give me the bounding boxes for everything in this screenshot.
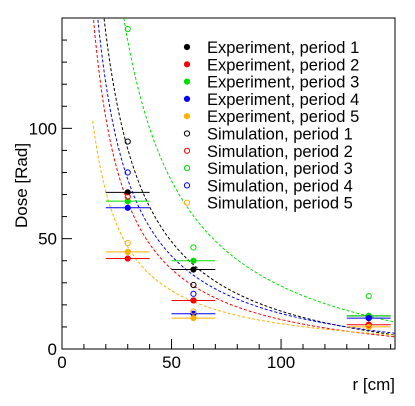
x-axis-label: r [cm] xyxy=(353,375,396,394)
simulation-point xyxy=(124,25,131,33)
axes: 0 50 100 0 50 100 xyxy=(29,17,392,372)
y-tick-label: 50 xyxy=(38,230,57,249)
legend-marker xyxy=(183,182,191,189)
x-tick-label: 100 xyxy=(267,353,295,372)
y-tick-label: 100 xyxy=(29,119,57,138)
experiment-point xyxy=(124,255,131,262)
fit-curves xyxy=(92,18,395,338)
experiment-point xyxy=(124,248,131,256)
simulation-point xyxy=(124,193,131,200)
legend-entry: Simulation, period 3 xyxy=(183,160,353,178)
legend-entry: Experiment, period 3 xyxy=(183,74,359,92)
legend-label: Simulation, period 4 xyxy=(207,177,353,195)
legend-entry: Experiment, period 1 xyxy=(183,39,359,57)
fit-curve xyxy=(92,18,395,338)
legend-label: Experiment, period 4 xyxy=(207,91,359,109)
experiment-point xyxy=(190,315,197,322)
legend-label: Experiment, period 1 xyxy=(207,39,359,57)
fit-curve xyxy=(97,18,395,334)
legend-entry: Simulation, period 2 xyxy=(183,143,353,161)
legend-entry: Experiment, period 5 xyxy=(183,108,359,126)
simulation-point xyxy=(365,321,372,328)
legend-marker xyxy=(183,113,191,120)
legend-label: Simulation, period 5 xyxy=(207,195,353,213)
legend-marker xyxy=(183,95,191,103)
y-axis-label: Dose [Rad] xyxy=(12,143,31,228)
legend-label: Simulation, period 2 xyxy=(207,143,353,161)
legend-label: Experiment, period 2 xyxy=(207,56,359,74)
experiment-point xyxy=(190,266,197,273)
fit-curve xyxy=(92,120,395,336)
legend-marker xyxy=(183,130,191,137)
legend-entry: Simulation, period 1 xyxy=(183,126,353,144)
legend-label: Experiment, period 3 xyxy=(207,74,359,92)
legend-entry: Simulation, period 5 xyxy=(183,195,353,213)
legend-label: Experiment, period 5 xyxy=(207,108,359,126)
legend-marker xyxy=(183,147,191,154)
legend-marker xyxy=(183,61,191,68)
experiment-point xyxy=(190,257,197,264)
simulation-point xyxy=(124,169,131,176)
simulation-point xyxy=(365,315,372,322)
simulation-point xyxy=(365,292,372,300)
simulation-point xyxy=(190,281,197,289)
simulation-point xyxy=(365,323,372,331)
legend-entry: Simulation, period 4 xyxy=(183,177,353,195)
legend-marker xyxy=(183,199,191,206)
legend-label: Simulation, period 3 xyxy=(207,160,353,178)
data-markers xyxy=(124,25,372,331)
plot-frame xyxy=(61,17,396,350)
y-tick-label: 0 xyxy=(48,340,57,359)
experiment-point xyxy=(124,198,131,205)
legend-label: Simulation, period 1 xyxy=(207,126,353,144)
legend-entry: Experiment, period 2 xyxy=(183,56,359,74)
fit-curve xyxy=(123,18,395,323)
experiment-point xyxy=(124,204,131,211)
simulation-point xyxy=(124,239,131,247)
legend-marker xyxy=(183,165,191,172)
experiment-point xyxy=(124,189,131,196)
legend-marker xyxy=(183,43,191,51)
legend-entry: Experiment, period 4 xyxy=(183,91,359,109)
simulation-point xyxy=(190,290,197,297)
x-tick-label: 0 xyxy=(57,353,66,372)
legend-marker xyxy=(183,78,191,85)
simulation-point xyxy=(124,138,131,145)
simulation-point xyxy=(190,308,197,315)
simulation-point xyxy=(190,244,197,251)
x-tick-label: 50 xyxy=(162,353,181,372)
simulation-point xyxy=(190,297,197,304)
